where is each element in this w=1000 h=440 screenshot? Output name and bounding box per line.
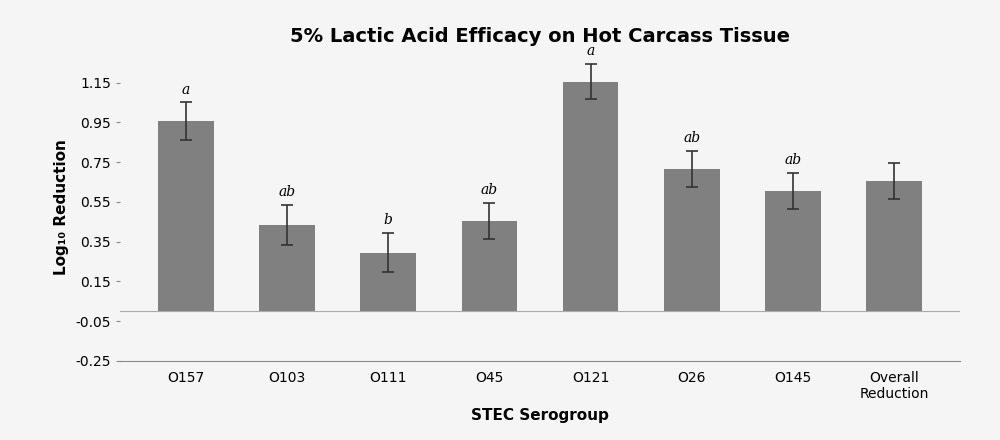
Text: ab: ab bbox=[481, 183, 498, 197]
Bar bbox=[259, 225, 315, 311]
Y-axis label: Log₁₀ Reduction: Log₁₀ Reduction bbox=[54, 139, 69, 275]
Text: ab: ab bbox=[784, 153, 801, 167]
Text: ab: ab bbox=[279, 185, 296, 199]
Bar bbox=[563, 81, 618, 311]
Bar bbox=[765, 191, 821, 311]
Text: b: b bbox=[384, 213, 393, 227]
Bar bbox=[462, 221, 517, 311]
Bar bbox=[360, 253, 416, 311]
X-axis label: STEC Serogroup: STEC Serogroup bbox=[471, 408, 609, 423]
Bar bbox=[866, 181, 922, 311]
Bar bbox=[664, 169, 720, 311]
Text: ab: ab bbox=[683, 131, 700, 145]
Bar bbox=[158, 121, 214, 311]
Text: a: a bbox=[586, 44, 595, 58]
Text: a: a bbox=[182, 83, 190, 96]
Title: 5% Lactic Acid Efficacy on Hot Carcass Tissue: 5% Lactic Acid Efficacy on Hot Carcass T… bbox=[290, 27, 790, 46]
